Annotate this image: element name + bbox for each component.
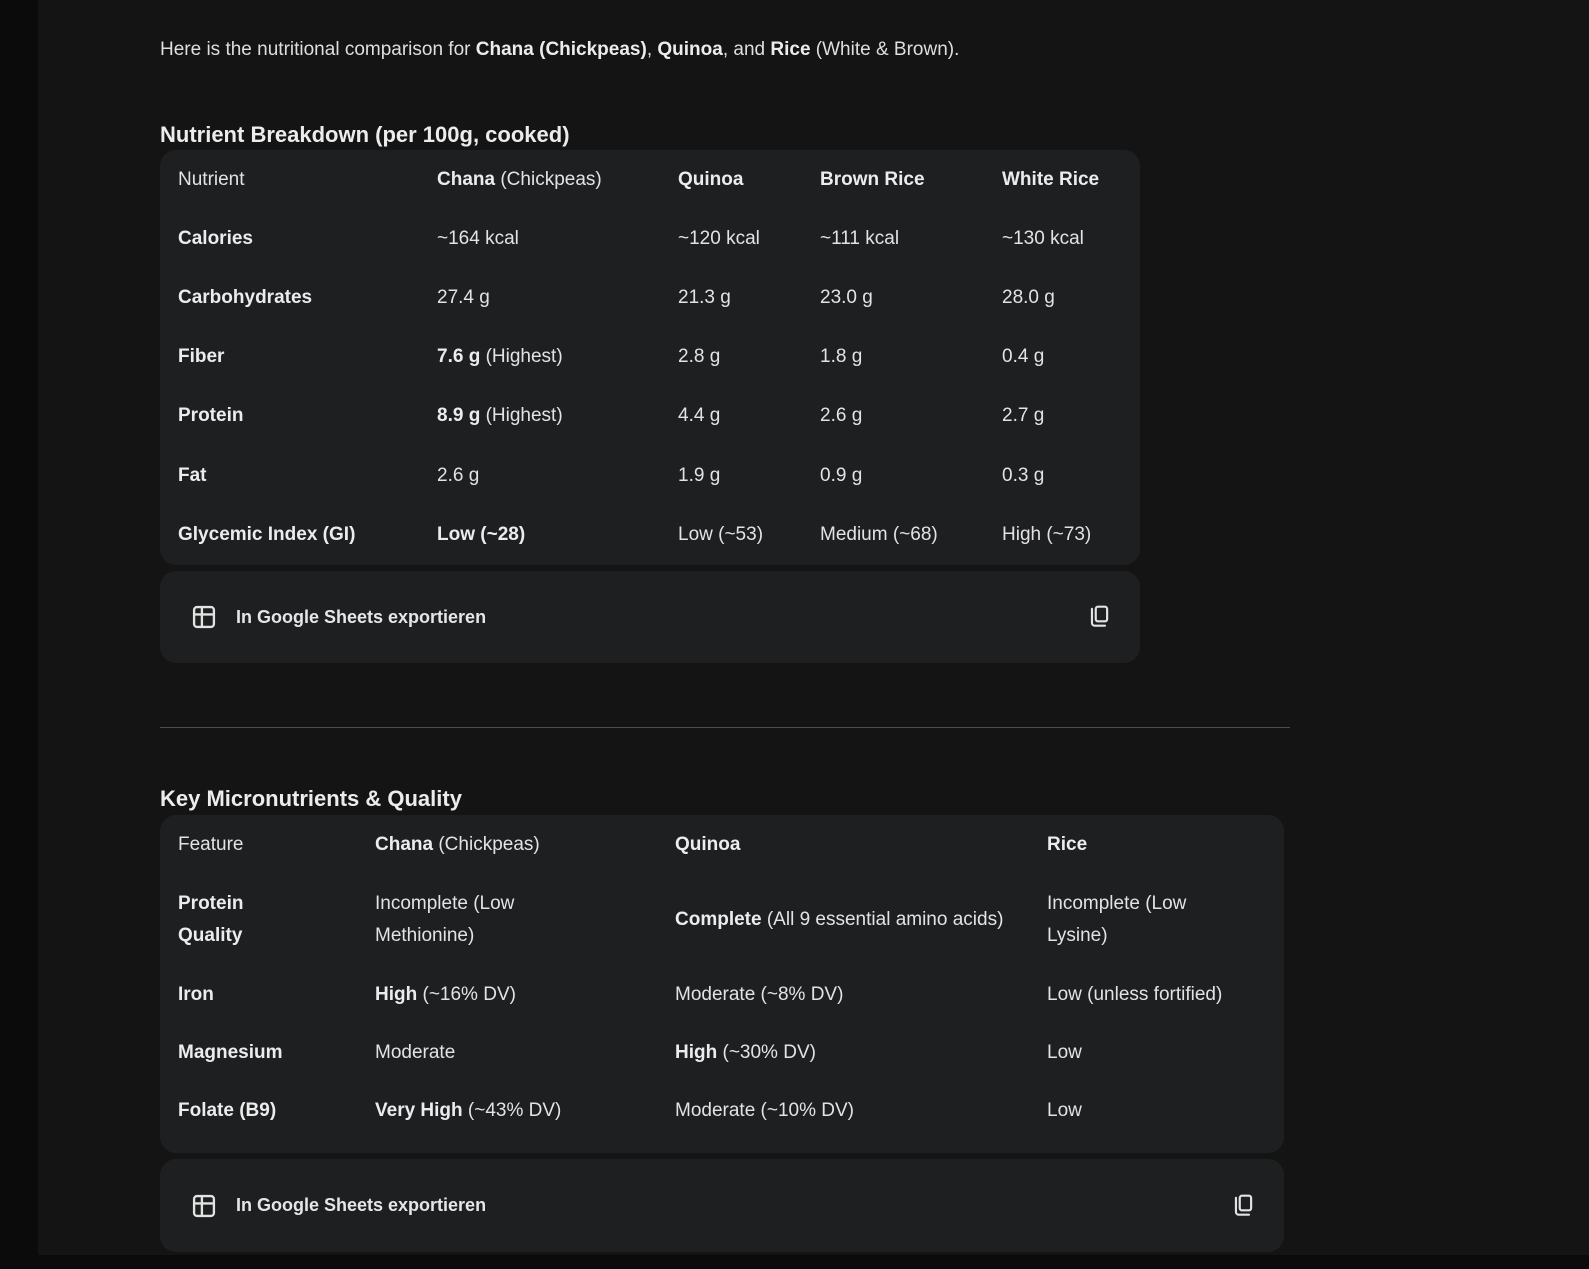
export-to-sheets-button[interactable]: In Google Sheets exportieren — [190, 1192, 486, 1220]
column-header-chana: Chana (Chickpeas) — [375, 833, 540, 855]
column-header-rice: Rice — [1047, 833, 1088, 855]
section-divider — [160, 727, 1290, 728]
copy-table-button[interactable] — [1228, 1191, 1258, 1221]
table1-export-bar: In Google Sheets exportieren — [160, 571, 1140, 663]
export-label: In Google Sheets exportieren — [236, 606, 487, 627]
row-label: Protein — [178, 405, 244, 427]
table-cell: High (~30% DV) — [675, 1042, 816, 1063]
table-cell: 21.3 g — [678, 286, 731, 308]
intro-text: Here is the nutritional comparison for C… — [160, 39, 960, 60]
table-cell: Low — [1047, 1100, 1082, 1121]
row-label: Iron — [178, 984, 214, 1005]
table-cell: 1.9 g — [678, 464, 721, 486]
table-cell: 0.4 g — [1002, 346, 1045, 368]
table-cell: 2.6 g — [820, 405, 863, 427]
table-cell: ~130 kcal — [1002, 227, 1084, 249]
table-cell: Moderate (~8% DV) — [675, 984, 844, 1005]
table-cell: Low (~28) — [437, 523, 526, 545]
row-label: Fat — [178, 464, 207, 486]
row-label: Carbohydrates — [178, 286, 313, 308]
table-cell: ~164 kcal — [437, 227, 519, 249]
table-cell: 2.7 g — [1002, 405, 1045, 427]
column-header-chana: Chana (Chickpeas) — [437, 168, 602, 190]
table-cell: 0.9 g — [820, 464, 863, 486]
micronutrients-table: Feature Chana (Chickpeas) Quinoa Rice Pr… — [160, 815, 1284, 1153]
sheets-table-icon — [192, 605, 216, 629]
table-cell: 4.4 g — [678, 405, 721, 427]
export-to-sheets-button[interactable]: In Google Sheets exportieren — [190, 603, 486, 631]
row-label: Protein Quality — [178, 893, 244, 946]
row-label: Glycemic Index (GI) — [178, 523, 356, 545]
table-grid: Feature Chana (Chickpeas) Quinoa Rice Pr… — [160, 815, 1284, 1140]
column-header-brown-rice: Brown Rice — [820, 168, 925, 190]
sheets-table-icon — [192, 1194, 216, 1217]
table-cell: 28.0 g — [1002, 286, 1055, 308]
column-header-quinoa: Quinoa — [675, 833, 741, 855]
row-label: Folate (B9) — [178, 1100, 277, 1121]
table-cell: High (~73) — [1002, 523, 1092, 545]
row-label: Magnesium — [178, 1042, 283, 1063]
table-cell: Incomplete (Low Lysine) — [1047, 893, 1187, 946]
table-cell: ~111 kcal — [820, 227, 900, 249]
table-grid: Nutrient Chana (Chickpeas) Quinoa Brown … — [160, 150, 1140, 564]
table-cell: High (~16% DV) — [375, 984, 516, 1005]
window-edge-bottom — [0, 1255, 1589, 1269]
section-title-nutrient-breakdown: Nutrient Breakdown (per 100g, cooked) — [160, 122, 570, 148]
table-cell: Moderate — [375, 1042, 456, 1063]
export-label: In Google Sheets exportieren — [236, 1195, 487, 1215]
row-label: Fiber — [178, 346, 225, 368]
table-cell: Low (~53) — [678, 523, 764, 545]
table-cell: 27.4 g — [437, 286, 490, 308]
table-cell: Moderate (~10% DV) — [675, 1100, 854, 1121]
copy-icon — [1090, 605, 1109, 627]
copy-icon — [1234, 1194, 1253, 1216]
section-title-key-micronutrients: Key Micronutrients & Quality — [160, 786, 462, 812]
table-cell: Low — [1047, 1042, 1082, 1063]
table-cell: Medium (~68) — [820, 523, 938, 545]
table-cell: 8.9 g (Highest) — [437, 405, 563, 427]
copy-table-button[interactable] — [1084, 602, 1114, 632]
column-header-feature: Feature — [178, 833, 244, 855]
table-cell: 7.6 g (Highest) — [437, 346, 563, 368]
table-cell: 2.6 g — [437, 464, 480, 486]
row-label: Calories — [178, 227, 253, 249]
table-cell: 0.3 g — [1002, 464, 1045, 486]
table-cell: 23.0 g — [820, 286, 873, 308]
table-cell: Low (unless fortified) — [1047, 984, 1223, 1005]
column-header-nutrient: Nutrient — [178, 168, 245, 190]
table-cell: ~120 kcal — [678, 227, 760, 249]
table-cell: 1.8 g — [820, 346, 863, 368]
table-cell: 2.8 g — [678, 346, 721, 368]
column-header-quinoa: Quinoa — [678, 168, 744, 190]
table-cell: Complete (All 9 essential amino acids) — [675, 909, 1004, 930]
table-cell: Incomplete (Low Methionine) — [375, 893, 515, 946]
table2-export-bar: In Google Sheets exportieren — [160, 1159, 1284, 1252]
nutrient-breakdown-table: Nutrient Chana (Chickpeas) Quinoa Brown … — [160, 150, 1140, 565]
window-edge-left — [0, 0, 38, 1269]
table-cell: Very High (~43% DV) — [375, 1100, 562, 1121]
column-header-white-rice: White Rice — [1002, 168, 1100, 190]
